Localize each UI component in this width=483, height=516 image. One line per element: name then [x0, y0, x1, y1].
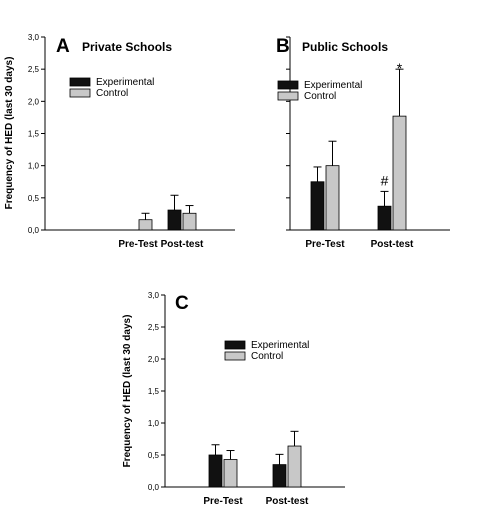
legend-swatch-experimental [224, 340, 246, 350]
legend-entry: Control [251, 351, 283, 362]
chart-panel-b: B Public Schools Pre-Test Post-test # * Experi… [276, 36, 450, 250]
bar-experimental-post-test [377, 205, 392, 231]
bar-control-post-test [182, 212, 197, 231]
legend-swatch-control [69, 88, 91, 98]
y-tick-label: 0,5 [28, 194, 40, 203]
legend-swatch-experimental [69, 77, 91, 87]
legend-swatch-control [277, 91, 299, 101]
legend-entry: Experimental [251, 340, 309, 351]
bar-control-post-test [287, 445, 302, 488]
y-tick-label: 1,5 [28, 130, 40, 139]
y-axis-label: Frequency of HED (last 30 days) [122, 315, 133, 468]
y-tick-label: 0,0 [28, 226, 40, 235]
legend-entry: Control [96, 88, 128, 99]
category-label: Pre-Test [203, 496, 243, 507]
legend-entry: Experimental [304, 80, 362, 91]
panel-letter: A [56, 36, 70, 57]
category-label: Post-test [371, 239, 414, 250]
y-tick-label: 3,0 [28, 33, 40, 42]
category-label: Post-test [161, 239, 204, 250]
y-tick-label: 0,5 [148, 451, 160, 460]
y-tick-label: 1,0 [28, 162, 40, 171]
bar-experimental-pre-test [208, 454, 223, 488]
category-label: Pre-Test [305, 239, 345, 250]
y-axis-label: Frequency of HED (last 30 days) [4, 57, 15, 210]
bar-experimental-post-test [272, 464, 287, 488]
legend-swatch-experimental [277, 80, 299, 90]
y-tick-label: 2,5 [148, 323, 160, 332]
bar-control-pre-test [138, 219, 153, 231]
y-tick-label: 0,0 [148, 483, 160, 492]
category-label: Post-test [266, 496, 309, 507]
significance-mark: * [397, 60, 403, 76]
y-tick-label: 2,0 [28, 97, 40, 106]
bar-control-pre-test [223, 459, 238, 488]
legend-entry: Control [304, 91, 336, 102]
panel-letter: B [276, 36, 290, 57]
significance-mark: # [381, 172, 389, 188]
category-label: Pre-Test [118, 239, 158, 250]
legend-swatch-control [224, 351, 246, 361]
bar-control-pre-test [325, 165, 340, 231]
y-tick-label: 1,0 [148, 419, 160, 428]
y-tick-label: 1,5 [148, 387, 160, 396]
legend-entry: Experimental [96, 77, 154, 88]
bar-experimental-pre-test [310, 181, 325, 231]
panel-title: Public Schools [302, 40, 388, 54]
y-tick-label: 2,0 [148, 355, 160, 364]
chart-panel-c: 0,0 0,5 1,0 1,5 2,0 2,5 3,0 Frequency of HED (l… [122, 291, 345, 507]
bar-control-post-test [392, 115, 407, 231]
bar-experimental-post-test [167, 209, 182, 231]
panel-letter: C [175, 293, 189, 314]
y-tick-label: 3,0 [148, 291, 160, 300]
chart-panel-a: 0,0 0,5 1,0 1,5 2,0 2,5 3,0 Frequency of HED (l… [4, 33, 235, 250]
y-tick-label: 2,5 [28, 65, 40, 74]
panel-title: Private Schools [82, 40, 172, 54]
